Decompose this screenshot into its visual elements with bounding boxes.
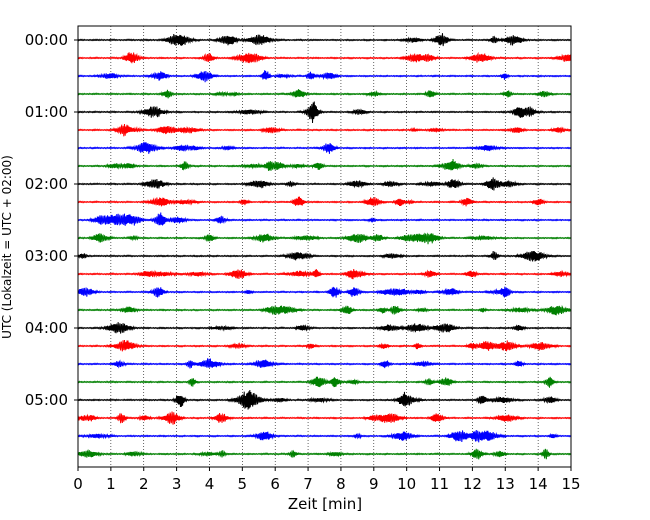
trace-line — [77, 358, 572, 369]
y-tick-label: 02:00 — [25, 175, 68, 193]
trace-line — [77, 212, 572, 226]
trace-line — [77, 196, 572, 207]
trace-line — [77, 232, 572, 245]
y-axis-label: UTC (Lokalzeit = UTC + 02:00) — [0, 155, 14, 339]
trace-line — [77, 430, 572, 443]
trace-line — [77, 177, 572, 191]
trace-line — [77, 268, 572, 280]
y-tick-label: 00:00 — [25, 31, 68, 49]
x-tick-label: 9 — [369, 475, 379, 493]
trace-group — [77, 33, 572, 460]
x-axis: 0 1 2 3 4 5 6 7 8 9 10 11 12 13 14 15 — [73, 467, 581, 493]
y-tick-label: 01:00 — [25, 103, 68, 121]
x-tick-label: 6 — [270, 475, 280, 493]
x-tick-label: 5 — [238, 475, 248, 493]
trace-line — [77, 286, 572, 298]
x-tick-label: 1 — [106, 475, 116, 493]
trace-line — [77, 304, 572, 316]
trace-line — [77, 158, 572, 172]
trace-line — [77, 448, 572, 460]
trace-line — [77, 33, 572, 47]
x-tick-label: 7 — [303, 475, 313, 493]
trace-line — [77, 250, 572, 262]
y-tick-label: 05:00 — [25, 391, 68, 409]
x-tick-label: 4 — [205, 475, 215, 493]
y-tick-label: 04:00 — [25, 319, 68, 337]
trace-line — [77, 51, 572, 64]
x-tick-label: 10 — [397, 475, 416, 493]
x-tick-label: 8 — [336, 475, 346, 493]
x-axis-label: Zeit [min] — [288, 495, 362, 513]
trace-line — [77, 389, 572, 410]
x-tick-label: 2 — [139, 475, 149, 493]
x-tick-label: 13 — [496, 475, 515, 493]
x-tick-label: 3 — [172, 475, 182, 493]
x-tick-label: 12 — [463, 475, 482, 493]
x-tick-label: 0 — [73, 475, 83, 493]
trace-line — [77, 70, 572, 83]
trace-line — [77, 141, 572, 154]
trace-line — [77, 123, 572, 137]
x-tick-label: 14 — [529, 475, 548, 493]
trace-line — [77, 376, 572, 388]
trace-line — [77, 89, 572, 99]
y-tick-label: 03:00 — [25, 247, 68, 265]
y-axis: 00:00 01:00 02:00 03:00 04:00 05:00 — [25, 31, 78, 409]
trace-line — [77, 101, 572, 123]
x-tick-label: 11 — [430, 475, 449, 493]
trace-line — [77, 411, 572, 425]
trace-line — [77, 339, 572, 352]
plot-frame — [77, 25, 572, 468]
x-tick-label: 15 — [561, 475, 580, 493]
trace-line — [77, 322, 572, 334]
